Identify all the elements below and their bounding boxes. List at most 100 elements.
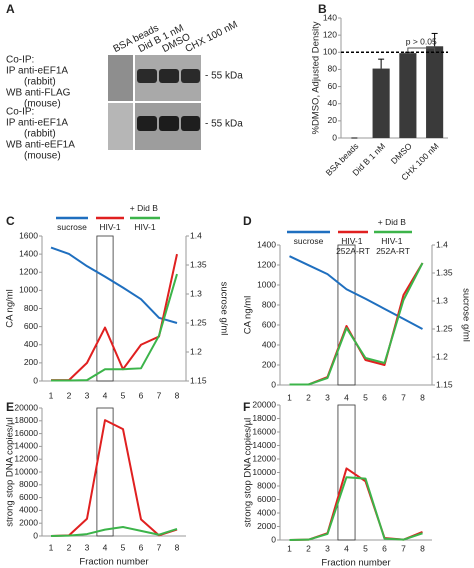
- y-tick-label: 1200: [257, 259, 276, 269]
- y-tick-label: 60: [328, 81, 338, 91]
- x-tick-label: 5: [363, 543, 368, 553]
- line-series: [50, 246, 178, 324]
- y-axis-label: strong stop DNA copies/µl: [5, 417, 16, 527]
- y2-tick-label: 1.25: [436, 323, 453, 333]
- x-tick-label: 5: [121, 390, 126, 400]
- y2-tick-label: 1.4: [436, 239, 448, 249]
- y-tick-label: 1400: [19, 248, 38, 258]
- y-axis-label: %DMSO, Adjusted Density: [311, 21, 322, 134]
- y-tick-label: 600: [262, 319, 276, 329]
- y-tick-label: 1600: [19, 230, 38, 240]
- y-tick-label: 200: [24, 357, 38, 367]
- line-series: [289, 476, 423, 541]
- highlight-box: [337, 244, 356, 386]
- significance-bracket: [407, 47, 436, 52]
- blot-text: (rabbit): [24, 77, 56, 88]
- y-tick-label: 20000: [252, 399, 276, 409]
- y-tick-label: 0: [271, 534, 276, 544]
- x-tick-label: 1: [49, 542, 54, 552]
- x-axis-label: Fraction number: [79, 557, 148, 568]
- y-tick-label: 140: [323, 12, 337, 22]
- y2-tick-label: 1.4: [190, 230, 202, 240]
- x-tick-label: 7: [401, 543, 406, 553]
- x-tick-label: 1: [49, 390, 54, 400]
- y-tick-label: 4000: [19, 505, 38, 515]
- y-tick-label: 20: [328, 115, 338, 125]
- y-tick-label: 1200: [19, 267, 38, 277]
- y-tick-label: 4000: [257, 507, 276, 517]
- legend-label: + Did B HIV-1 252A-RT: [376, 217, 410, 256]
- lane-label: CHX 100 nM: [184, 19, 240, 55]
- y-tick-label: 800: [24, 303, 38, 313]
- blot-text: WB anti-FLAG: [6, 88, 71, 99]
- blot-text: IP anti-eEF1A: [6, 118, 68, 129]
- blot-text: (rabbit): [24, 129, 56, 140]
- y-tick-label: 10000: [252, 467, 276, 477]
- y-tick-label: 1400: [257, 239, 276, 249]
- band: [137, 116, 157, 131]
- lane-background: [108, 55, 133, 101]
- blot-text: Co-IP:: [6, 55, 34, 66]
- annotation: p > 0.05: [406, 36, 437, 46]
- y-tick-label: 14000: [252, 440, 276, 450]
- line-series: [289, 467, 423, 541]
- x-tick-label: 7: [157, 542, 162, 552]
- highlight-box: [96, 407, 114, 537]
- y-tick-label: 600: [24, 321, 38, 331]
- y2-tick-label: 1.35: [190, 259, 207, 269]
- blot-text: (mouse): [24, 151, 61, 162]
- x-tick-label: 3: [325, 392, 330, 402]
- panel-label: F: [243, 400, 250, 414]
- y2-tick-label: 1.15: [190, 375, 207, 385]
- band: [137, 69, 157, 83]
- y-axis-label: CA ng/ml: [5, 289, 16, 328]
- y-tick-label: 120: [323, 29, 337, 39]
- y-tick-label: 8000: [257, 480, 276, 490]
- x-tick-label: 6: [139, 542, 144, 552]
- bar: [372, 68, 390, 138]
- x-tick-label: 8: [420, 543, 425, 553]
- x-tick-label: 1: [287, 392, 292, 402]
- y2-axis-label: sucrose g/ml: [460, 288, 471, 342]
- y-tick-label: 1000: [19, 285, 38, 295]
- y-tick-label: 0: [33, 530, 38, 540]
- x-tick-label: 2: [67, 542, 72, 552]
- x-axis-label: Fraction number: [321, 558, 390, 568]
- x-tick-label: DMSO: [389, 141, 414, 166]
- x-tick-label: 6: [139, 390, 144, 400]
- line-series: [289, 262, 424, 386]
- y-tick-label: 1000: [257, 279, 276, 289]
- blot-text: WB anti-eEF1A: [6, 140, 75, 151]
- panel-label: E: [6, 400, 14, 414]
- y-tick-label: 800: [262, 299, 276, 309]
- y-tick-label: 12000: [14, 453, 38, 463]
- y-tick-label: 14000: [14, 441, 38, 451]
- blot-text: (mouse): [24, 99, 61, 110]
- line-series: [51, 273, 178, 382]
- x-tick-label: 4: [103, 542, 108, 552]
- y-axis-label: strong stop DNA copies/µl: [243, 418, 254, 528]
- x-tick-label: 6: [382, 392, 387, 402]
- y-axis-label: CA ng/ml: [243, 296, 254, 335]
- y-tick-label: 2000: [257, 521, 276, 531]
- y-tick-label: 0: [33, 375, 38, 385]
- lane-background: [108, 103, 133, 150]
- highlight-box: [337, 404, 356, 541]
- marker-label: - 55 kDa: [205, 71, 243, 82]
- y-tick-label: 6000: [257, 494, 276, 504]
- x-tick-label: 5: [363, 392, 368, 402]
- y-tick-label: 18000: [14, 415, 38, 425]
- band: [159, 116, 179, 131]
- y2-tick-label: 1.2: [190, 346, 202, 356]
- x-tick-label: 6: [382, 543, 387, 553]
- y2-tick-label: 1.15: [436, 379, 453, 389]
- legend-label: sucrose: [294, 236, 324, 246]
- line-series: [289, 255, 423, 330]
- x-tick-label: 7: [401, 392, 406, 402]
- x-tick-label: 2: [67, 390, 72, 400]
- y-tick-label: 2000: [19, 517, 38, 527]
- line-series: [50, 419, 178, 537]
- legend-label: HIV-1: [99, 222, 121, 232]
- y-tick-label: 40: [328, 98, 338, 108]
